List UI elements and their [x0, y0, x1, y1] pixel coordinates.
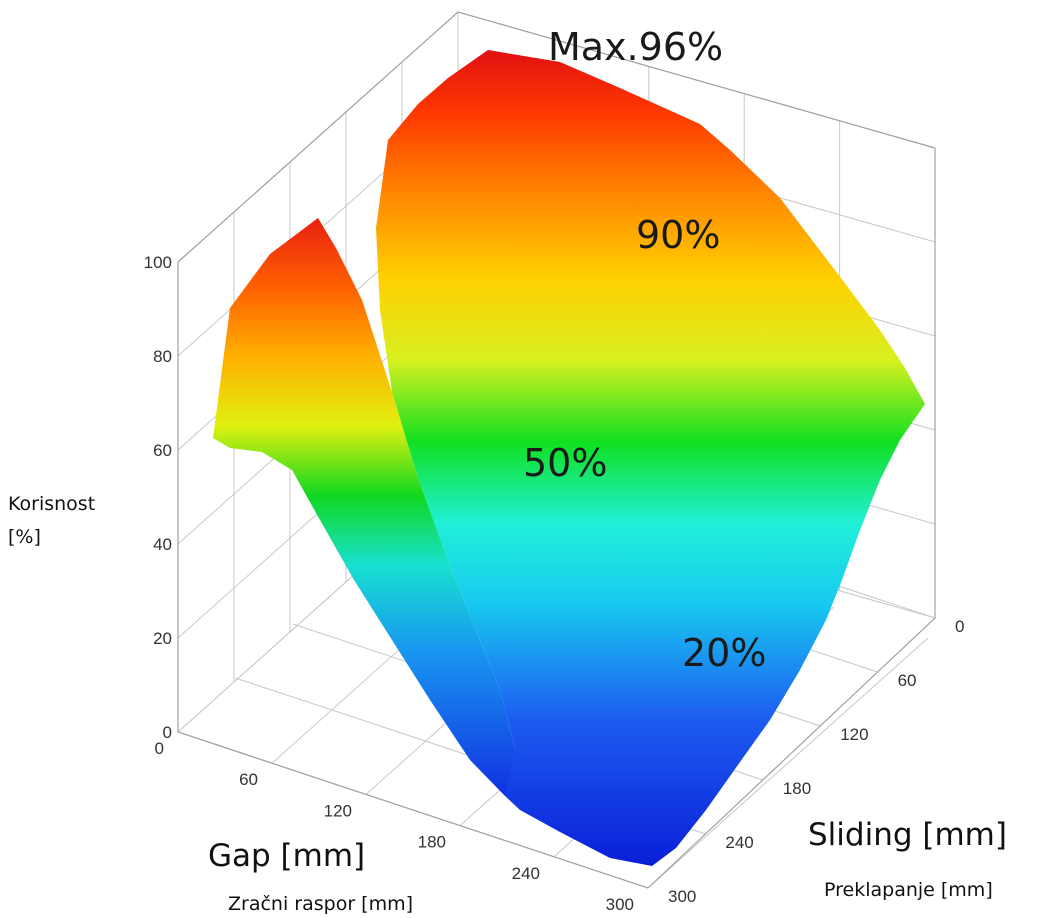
sliding-axis-subtitle: Preklapanje [mm] — [824, 879, 993, 901]
annotation-20: 20% — [682, 631, 766, 675]
gap-tick-label: 300 — [606, 895, 634, 914]
annotation-50: 50% — [523, 441, 607, 485]
box-outline — [177, 148, 936, 889]
gap-tick-label: 120 — [324, 801, 352, 820]
z-tick-label: 60 — [153, 441, 172, 460]
sliding-tick-label: 300 — [668, 887, 696, 906]
gap-tick-label: 240 — [512, 864, 540, 883]
z-tick-label: 100 — [144, 253, 172, 272]
sliding-tick-label: 60 — [898, 671, 917, 690]
z-tick-label: 40 — [153, 535, 172, 554]
tick-labels: 0 20 40 60 80 100 0 60 120 180 240 300 0 60 120 180 240 3… — [144, 253, 965, 914]
annotation-90: 90% — [636, 213, 720, 257]
surface-main-body — [376, 50, 925, 866]
sliding-axis-title: Sliding [mm] — [808, 817, 1007, 853]
sliding-tick-label: 180 — [783, 779, 811, 798]
z-tick-label: 80 — [153, 347, 172, 366]
sliding-tick-label: 0 — [955, 617, 964, 636]
gap-axis-subtitle: Zračni raspor [mm] — [228, 893, 413, 915]
surface-left-ridge — [213, 218, 528, 796]
floor-grid-line — [647, 637, 929, 889]
surface — [213, 50, 925, 866]
gap-axis-title: Gap [mm] — [208, 838, 365, 874]
sliding-tick-label: 240 — [725, 833, 753, 852]
z-tick-label: 20 — [153, 629, 172, 648]
annotation-max: Max.96% — [548, 25, 723, 69]
z-axis-title-line2: [%] — [8, 526, 41, 548]
z-tick-label: 0 — [163, 723, 172, 742]
gap-tick-label: 60 — [239, 770, 258, 789]
box-top-edge — [177, 11, 936, 263]
gap-tick-label: 180 — [418, 833, 446, 852]
gap-tick-label: 0 — [155, 739, 164, 758]
sliding-tick-label: 120 — [840, 725, 868, 744]
z-axis-title-line1: Korisnost — [8, 493, 95, 515]
